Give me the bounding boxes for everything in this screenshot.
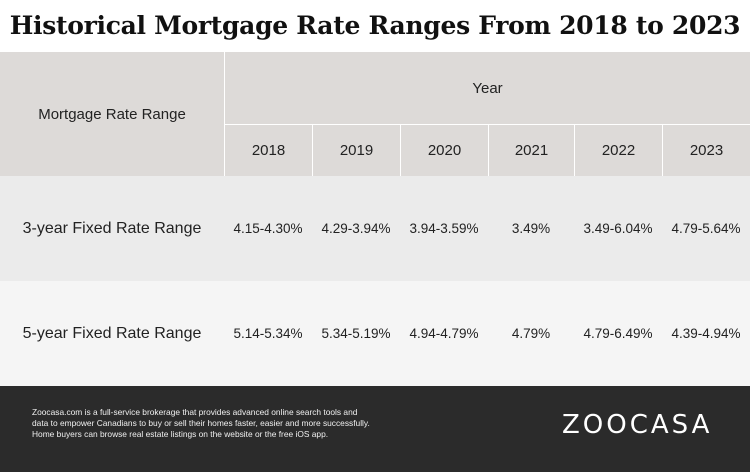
rate-value: 4.39-4.94%: [671, 326, 741, 341]
rate-value: 4.79-5.64%: [671, 221, 741, 236]
year-label: 2022: [601, 142, 636, 159]
rate-value: 3.49-6.04%: [583, 221, 653, 236]
row-header-cell: Mortgage Rate Range: [0, 52, 224, 176]
year-label: 2020: [427, 142, 462, 159]
table-cell: 5.14-5.34%: [224, 281, 312, 386]
rate-value: 5.14-5.34%: [233, 326, 303, 341]
table-cell: 4.79-6.49%: [574, 281, 662, 386]
table-cell: 4.94-4.79%: [400, 281, 488, 386]
rate-value: 5.34-5.19%: [321, 326, 391, 341]
table-row-label: 5-year Fixed Rate Range: [0, 281, 224, 386]
footer-description: Zoocasa.com is a full-service brokerage …: [32, 407, 412, 440]
table-cell: 4.15-4.30%: [224, 176, 312, 281]
rate-value: 3.94-3.59%: [409, 221, 479, 236]
year-label: 2021: [514, 142, 549, 159]
table-cell: 4.39-4.94%: [662, 281, 750, 386]
year-header: 2022: [574, 124, 662, 176]
table-cell: 4.79%: [488, 281, 574, 386]
footer: Zoocasa.com is a full-service brokerage …: [0, 386, 750, 472]
rate-value: 4.29-3.94%: [321, 221, 391, 236]
rate-value: 4.79%: [511, 326, 551, 341]
table-cell: 3.94-3.59%: [400, 176, 488, 281]
row-label: 3-year Fixed Rate Range: [22, 219, 202, 237]
year-header: 2021: [488, 124, 574, 176]
table-cell: 4.79-5.64%: [662, 176, 750, 281]
year-label: 2019: [339, 142, 374, 159]
mortgage-rate-table: Mortgage Rate Range Year 2018 2019 2020 …: [0, 52, 750, 386]
year-header: 2020: [400, 124, 488, 176]
footer-line: Zoocasa.com is a full-service brokerage …: [32, 407, 358, 417]
footer-line: Home buyers can browse real estate listi…: [32, 429, 329, 439]
table-cell: 3.49-6.04%: [574, 176, 662, 281]
row-header-label: Mortgage Rate Range: [38, 105, 186, 123]
year-header: 2023: [662, 124, 750, 176]
page-title: Historical Mortgage Rate Ranges From 201…: [9, 10, 741, 40]
year-label: 2018: [251, 142, 286, 159]
rate-value: 4.15-4.30%: [233, 221, 303, 236]
year-header: 2019: [312, 124, 400, 176]
year-label: 2023: [689, 142, 724, 159]
row-label: 5-year Fixed Rate Range: [22, 324, 202, 342]
rate-value: 4.94-4.79%: [409, 326, 479, 341]
rate-value: 4.79-6.49%: [583, 326, 653, 341]
year-group-header: Year: [224, 52, 750, 124]
rate-value: 3.49%: [511, 221, 551, 236]
table-row-label: 3-year Fixed Rate Range: [0, 176, 224, 281]
footer-line: data to empower Canadians to buy or sell…: [32, 418, 370, 428]
table-cell: 4.29-3.94%: [312, 176, 400, 281]
zoocasa-logo: ZOOCASA: [562, 410, 713, 440]
table-cell: 5.34-5.19%: [312, 281, 400, 386]
year-group-label: Year: [472, 79, 503, 97]
table-cell: 3.49%: [488, 176, 574, 281]
year-header: 2018: [224, 124, 312, 176]
